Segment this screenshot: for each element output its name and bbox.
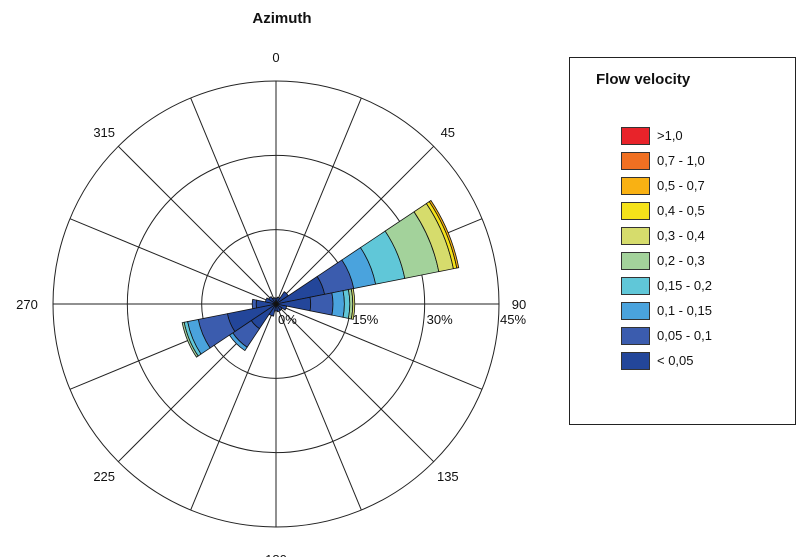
grid-spoke (275, 303, 435, 463)
ring-label: 15% (352, 312, 378, 327)
direction-label: 90 (512, 297, 526, 312)
rose-segment (350, 288, 356, 320)
rose-segment (309, 292, 334, 316)
legend-label: 0,4 - 0,5 (657, 203, 705, 218)
legend-label: 0,5 - 0,7 (657, 178, 705, 193)
legend-label: 0,2 - 0,3 (657, 253, 705, 268)
grid-spoke (275, 97, 362, 305)
legend-label: 0,3 - 0,4 (657, 228, 705, 243)
chart-title: Azimuth (252, 10, 312, 27)
rose-segment (331, 290, 345, 318)
ring-label: 0% (278, 312, 297, 327)
legend-title: Flow velocity (596, 71, 691, 88)
grid-spoke (275, 303, 483, 390)
ring-label: 45% (500, 312, 526, 327)
polar-labels: 0 45 90 135 180 225 270 315 0% 15% 30% 45% (16, 50, 526, 557)
wind-rose-chart: 0 45 90 135 180 225 270 315 0% 15% 30% 45% (16, 50, 526, 557)
legend-item: >1,0 (621, 123, 712, 148)
legend-item: 0,4 - 0,5 (621, 198, 712, 223)
legend-swatch (621, 201, 650, 220)
grid-spoke (275, 303, 362, 511)
legend-item: 0,1 - 0,15 (621, 298, 712, 323)
legend-label: 0,1 - 0,15 (657, 303, 712, 318)
polar-grid (52, 80, 500, 528)
rose-segment (271, 297, 277, 305)
legend-item: 0,7 - 1,0 (621, 148, 712, 173)
grid-spoke (117, 145, 277, 305)
rose-segment (428, 199, 460, 269)
legend-swatch (621, 226, 650, 245)
legend-label: >1,0 (657, 128, 683, 143)
grid-spoke (275, 145, 435, 305)
legend-label: 0,7 - 1,0 (657, 153, 705, 168)
legend-swatch (621, 301, 650, 320)
legend-swatch (621, 276, 650, 295)
legend-item: 0,2 - 0,3 (621, 248, 712, 273)
legend-item: 0,05 - 0,1 (621, 323, 712, 348)
legend-swatch (621, 251, 650, 270)
legend-item: < 0,05 (621, 348, 712, 373)
grid-spoke (190, 303, 277, 511)
legend-swatch (621, 351, 650, 370)
legend-item: 0,3 - 0,4 (621, 223, 712, 248)
direction-label: 270 (16, 297, 38, 312)
rose-sectors (181, 199, 460, 358)
legend-item: 0,5 - 0,7 (621, 173, 712, 198)
direction-label: 0 (272, 50, 279, 65)
grid-spoke (190, 97, 277, 305)
grid-spoke (69, 218, 277, 305)
direction-label: 225 (93, 469, 115, 484)
legend-swatch (621, 126, 650, 145)
legend: Flow velocity >1,0 0,7 - 1,0 0,5 - 0,7 0,4 … (569, 57, 796, 425)
direction-label: 180 (265, 552, 287, 557)
legend-swatch (621, 326, 650, 345)
direction-label: 45 (441, 125, 455, 140)
legend-items: >1,0 0,7 - 1,0 0,5 - 0,7 0,4 - 0,5 0,3 - 0,4… (621, 123, 712, 373)
legend-swatch (621, 151, 650, 170)
legend-swatch (621, 176, 650, 195)
direction-label: 315 (93, 125, 115, 140)
ring-label: 30% (427, 312, 453, 327)
rose-segment (251, 298, 258, 310)
rose-segment (181, 321, 199, 358)
legend-item: 0,15 - 0,2 (621, 273, 712, 298)
legend-label: 0,15 - 0,2 (657, 278, 712, 293)
direction-label: 135 (437, 469, 459, 484)
legend-label: < 0,05 (657, 353, 694, 368)
legend-label: 0,05 - 0,1 (657, 328, 712, 343)
